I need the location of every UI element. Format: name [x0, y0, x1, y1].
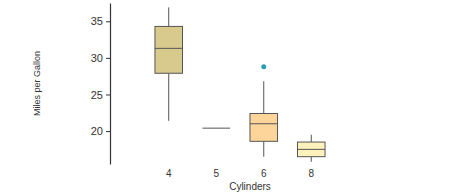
median [297, 149, 325, 150]
box [297, 142, 325, 157]
box-group [297, 135, 325, 162]
box [250, 114, 278, 142]
y-tick-label: 20 [91, 125, 103, 137]
upper-whisker [263, 81, 264, 113]
y-tick-mark [106, 131, 110, 132]
box [155, 26, 183, 73]
y-tick-label: 35 [91, 15, 103, 27]
upper-whisker [168, 7, 169, 26]
y-tick-mark [106, 58, 110, 59]
x-tick: 6 [261, 165, 267, 179]
x-axis-line [136, 165, 346, 166]
y-tick-mark [106, 21, 110, 22]
box-group [155, 7, 183, 120]
x-axis: 4 5 6 8 [136, 165, 346, 179]
x-tick: 5 [213, 165, 219, 179]
lower-whisker [263, 141, 264, 156]
x-tick-label: 5 [213, 168, 219, 179]
lower-whisker [168, 73, 169, 121]
y-axis-title: Miles per Gallon [32, 51, 42, 116]
x-tick: 4 [166, 165, 172, 179]
y-tick-mark [106, 94, 110, 95]
y-tick: 25 [91, 88, 110, 100]
y-axis: 20 25 30 35 [91, 4, 111, 165]
y-tick: 30 [91, 52, 110, 64]
x-axis-title: Cylinders [229, 181, 271, 192]
lower-whisker [311, 157, 312, 162]
box-group [202, 128, 230, 129]
median [155, 48, 183, 49]
box-group [250, 64, 278, 157]
chart: 20 25 30 35 4 5 6 8 Cylinders Miles per Gallon [0, 0, 454, 193]
boxes [155, 7, 325, 161]
y-tick: 20 [91, 125, 110, 137]
x-tick-label: 4 [166, 168, 172, 179]
x-tick: 8 [308, 165, 314, 179]
outlier [261, 64, 266, 69]
x-tick-label: 6 [261, 168, 267, 179]
box [202, 128, 230, 129]
median [202, 128, 230, 129]
y-tick-label: 30 [91, 52, 103, 64]
y-tick-label: 25 [91, 88, 103, 100]
y-tick: 35 [91, 15, 110, 27]
y-axis-line [110, 4, 111, 165]
upper-whisker [311, 135, 312, 142]
median [250, 123, 278, 124]
x-tick-label: 8 [308, 168, 314, 179]
